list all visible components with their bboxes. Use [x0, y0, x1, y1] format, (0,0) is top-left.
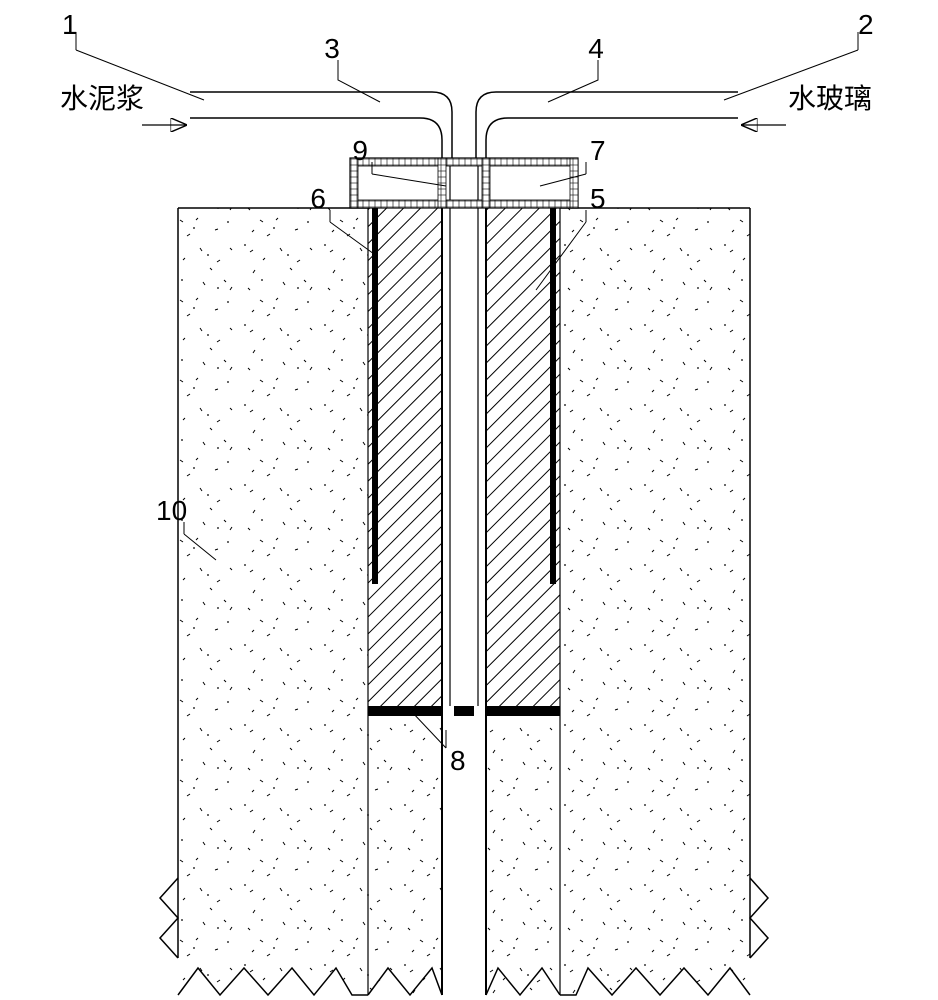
diagram-container: 1 2 3 4 5 6 7 8 9 10 水泥浆 水玻璃 [0, 0, 938, 1000]
label-1: 1 [62, 9, 78, 40]
inlet-pipe-left [190, 92, 452, 158]
cap-box [350, 158, 578, 208]
label-8: 8 [450, 745, 466, 776]
label-7: 7 [590, 135, 606, 166]
label-10: 10 [156, 495, 187, 526]
label-5: 5 [590, 183, 606, 214]
inlet-pipe-right [476, 92, 738, 158]
concrete-left [178, 208, 368, 995]
sleeve-hatch-left [368, 208, 442, 710]
sleeve-hatch-right [486, 208, 560, 710]
label-6: 6 [310, 183, 326, 214]
diagram-svg: 1 2 3 4 5 6 7 8 9 10 水泥浆 水玻璃 [0, 0, 938, 1000]
right-inlet-text: 水玻璃 [788, 83, 872, 114]
label-3: 3 [324, 33, 340, 64]
concrete-mid-right [486, 720, 560, 995]
label-9: 9 [352, 135, 368, 166]
label-2: 2 [858, 9, 874, 40]
concrete-right [560, 208, 750, 995]
concrete-mid-left [368, 720, 442, 995]
label-4: 4 [588, 33, 604, 64]
left-inlet-text: 水泥浆 [60, 83, 144, 114]
